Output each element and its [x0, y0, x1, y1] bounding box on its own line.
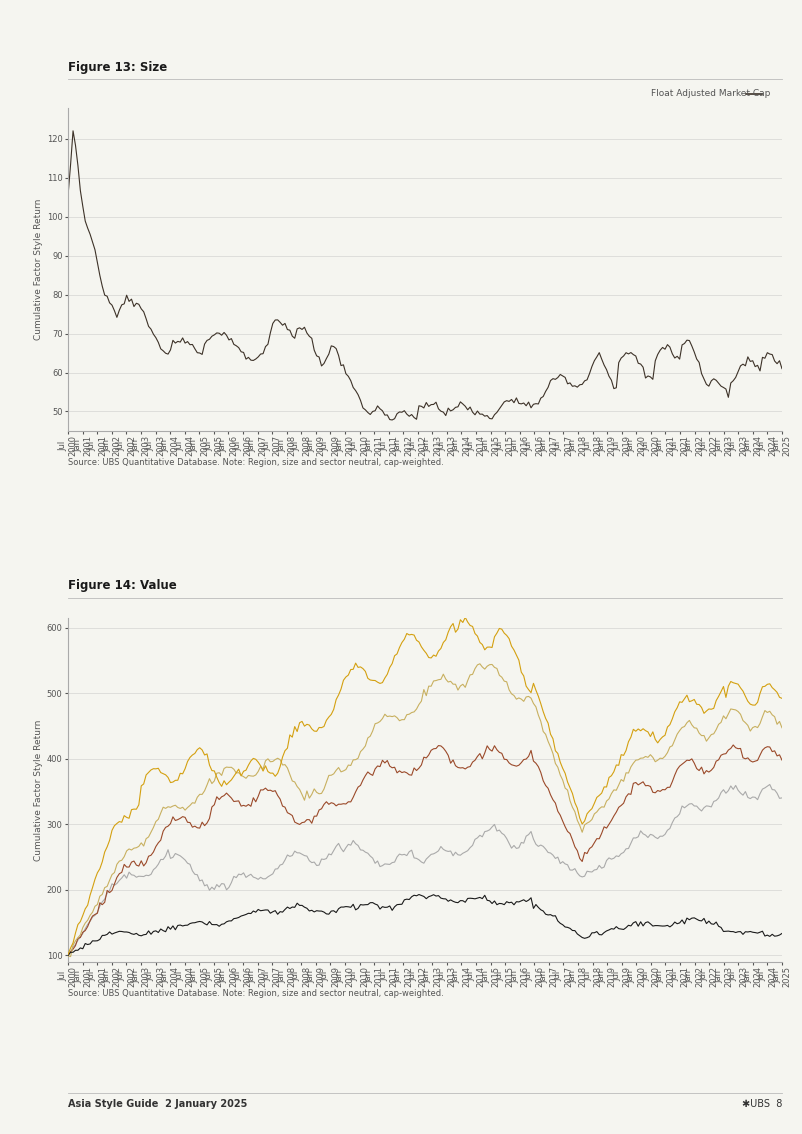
Text: Asia Style Guide  2 January 2025: Asia Style Guide 2 January 2025 — [68, 1099, 248, 1109]
Text: Figure 13: Size: Figure 13: Size — [68, 61, 168, 74]
Y-axis label: Cumulative Factor Style Return: Cumulative Factor Style Return — [34, 198, 43, 340]
Text: Source: UBS Quantitative Database. Note: Region, size and sector neutral, cap-we: Source: UBS Quantitative Database. Note:… — [68, 989, 444, 998]
Y-axis label: Cumulative Factor Style Return: Cumulative Factor Style Return — [34, 719, 43, 861]
Text: ✱UBS  8: ✱UBS 8 — [742, 1099, 782, 1109]
Text: Source: UBS Quantitative Database. Note: Region, size and sector neutral, cap-we: Source: UBS Quantitative Database. Note:… — [68, 458, 444, 467]
Text: Figure 14: Value: Figure 14: Value — [68, 579, 177, 592]
Text: Float Adjusted Market Cap: Float Adjusted Market Cap — [650, 90, 770, 98]
